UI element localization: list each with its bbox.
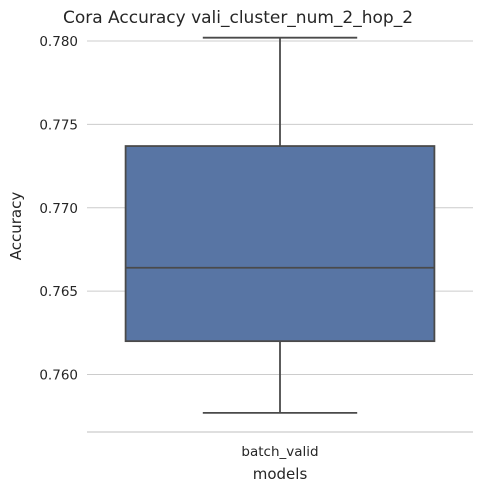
y-tick-labels: 0.760 0.765 0.770 0.775 0.780 xyxy=(39,34,78,384)
y-axis-label: Accuracy xyxy=(7,192,25,261)
y-tick-label-1: 0.765 xyxy=(39,284,78,300)
x-axis-label: models xyxy=(253,465,308,483)
y-tick-label-4: 0.780 xyxy=(39,34,78,50)
box-plots xyxy=(124,36,436,414)
x-tick-label-0: batch_valid xyxy=(241,444,318,460)
chart-title: Cora Accuracy vali_cluster_num_2_hop_2 xyxy=(63,8,413,28)
y-tick-label-0: 0.760 xyxy=(39,368,78,384)
x-tick-labels: batch_valid xyxy=(241,444,318,460)
box-0 xyxy=(124,145,436,343)
y-tick-label-2: 0.770 xyxy=(39,201,78,217)
y-tick-label-3: 0.775 xyxy=(39,117,78,133)
